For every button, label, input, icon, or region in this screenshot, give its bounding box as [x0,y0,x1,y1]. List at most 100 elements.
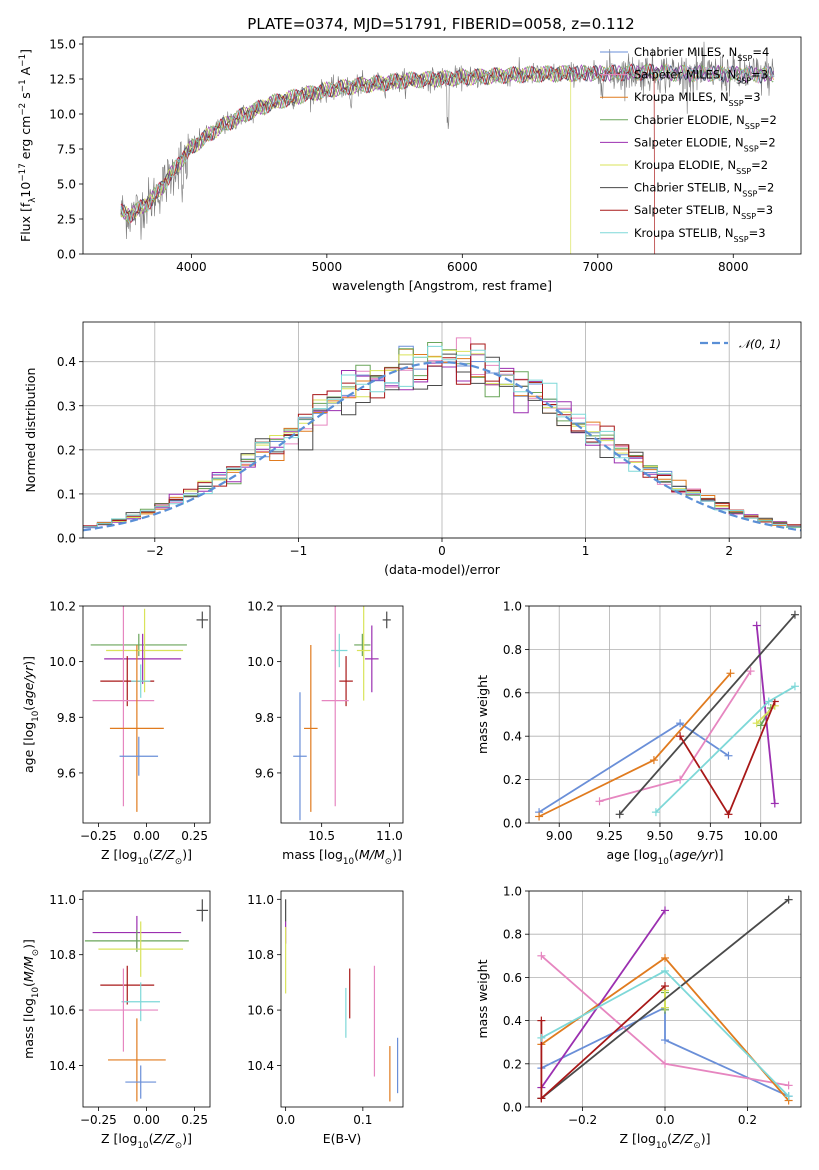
errorbar-kroupa-elodie [356,606,371,701]
x-tick-label: 0.25 [181,1113,208,1127]
errorbar-chabrier-stelib [196,611,209,629]
y-axis-label: Normed distribution [23,368,38,493]
x-tick-label: 0.2 [738,1113,757,1127]
axes-frame [280,890,404,1108]
x-tick-label: 0.1 [353,1113,372,1127]
weight-marker [661,953,669,962]
x-axis-label: Z [log10(Z/Z⊙)] [101,1131,192,1151]
weight-marker [537,1016,546,1025]
y-tick-label: 0.2 [57,443,76,457]
y-tick-label: 9.8 [57,711,76,725]
weight-marker [615,810,624,819]
errorbar-salpeter-miles [321,606,349,807]
errorbar-chabrier-stelib [382,611,391,629]
errorbar-chabrier-stelib [196,899,209,922]
age-vs-metallicity-panel: −0.25 0.00 0.25 9.6 9.8 10.0 10.2 Z [log10(Z/Z⊙… [21,600,211,867]
weight-marker [724,810,733,819]
y-tick-label: 0.2 [503,1057,522,1071]
plot-area [537,895,793,1105]
errorbar-salpeter-miles [92,606,155,807]
y-axis-label: mass [log10(M/M⊙)] [21,939,41,1059]
plot-area [535,610,799,821]
y-tick-label: 0.4 [503,730,522,744]
plot-area [83,337,801,538]
errorbar-kroupa-elodie [98,921,184,977]
y-tick-label: 10.4 [49,1059,76,1073]
x-axis-label: mass [log10(M/M⊙)] [282,847,402,867]
y-tick-label: 10.0 [247,655,274,669]
weight-marker [756,721,765,730]
y-tick-label: 1.0 [503,600,522,614]
x-tick-label: 7000 [583,260,614,274]
y-tick-label: 10.6 [247,1004,274,1018]
x-tick-label: 9.50 [647,829,674,843]
legend-entry: Kroupa MILES, NSSP=3 [634,90,761,108]
x-tick-label: 0.0 [276,1113,295,1127]
weight-marker [724,751,733,760]
y-tick-label: 2.5 [57,213,76,227]
weight-marker [651,808,660,817]
errorbar-salpeter-stelib [339,656,353,707]
weight-marker [537,951,546,960]
model-line-kroupa-stelib [120,63,774,224]
weight-marker [770,799,779,808]
errorbar-chabrier-elodie [84,929,189,952]
weight-marker [764,697,773,706]
weight-marker [790,610,799,619]
model-line-chabrier-elodie [120,63,774,222]
y-axis-label: mass weight [475,675,490,754]
y-tick-label: 7.5 [57,143,76,157]
y-tick-label: 0.1 [57,487,76,501]
y-tick-label: 15.0 [49,38,76,52]
weight-line-salpeter-stelib [540,985,666,1101]
y-tick-label: 10.2 [247,600,274,614]
y-tick-label: 10.0 [49,108,76,122]
weight-marker [661,1003,669,1012]
weight-marker [661,982,669,991]
x-tick-label: 0.25 [181,829,208,843]
x-axis-label: wavelength [Angstrom, rest frame] [332,278,552,293]
weight-marker [661,1036,669,1045]
y-tick-label: 0.4 [57,355,76,369]
y-tick-label: 10.2 [49,600,76,614]
plot-area [84,899,209,1102]
y-tick-label: 12.5 [49,73,76,87]
x-tick-label: 0.00 [133,1113,160,1127]
weight-line-salpeter-elodie [540,909,666,1089]
axes-frame [82,890,211,1108]
y-axis-label: Flux [fλ10−17 erg cm−2 s−1 A−1] [18,49,38,242]
y-axis-label: age [log10(age/yr)] [21,656,41,773]
x-tick-label: 0.00 [133,829,160,843]
axes-frame [82,605,211,824]
histogram-panel: −2 −1 0 1 2 0.0 0.1 0.2 0.3 0.4 (data-model)/error… [23,321,802,577]
y-tick-label: 0.6 [503,686,522,700]
errorbar-kroupa-stelib [131,664,151,698]
legend-entry: Chabrier STELIB, NSSP=2 [634,181,774,199]
weight-marker [784,895,793,904]
y-tick-label: 5.0 [57,178,76,192]
y-axis-label: mass weight [475,959,490,1038]
x-axis-label: age [log10(age/yr)] [606,847,723,867]
y-tick-label: 10.0 [49,655,76,669]
weight-marker [537,1094,546,1103]
y-tick-label: 0.8 [503,928,522,942]
weight-marker [537,1033,546,1042]
y-tick-label: 9.6 [255,766,274,780]
plot-area [120,41,775,254]
errorbar-kroupa-stelib [121,982,160,1022]
x-tick-label: 9.75 [697,829,724,843]
weight-marker [784,1081,793,1090]
y-tick-label: 9.8 [255,711,274,725]
weight-marker [726,669,735,678]
weight-marker [784,1092,793,1101]
age-vs-mass-panel: 10.5 11.0 9.6 9.8 10.0 10.2 mass [log10(M/M⊙)] [247,600,404,867]
weight-marker [535,812,544,821]
plot-area [293,606,391,821]
y-tick-label: 0.0 [503,1101,522,1115]
y-tick-label: 0.0 [57,532,76,546]
x-tick-label: 1 [582,544,590,558]
errorbar-chabrier-miles [125,1065,157,1099]
x-tick-label: 8000 [718,260,749,274]
x-tick-label: −0.25 [80,829,117,843]
legend-entry: Kroupa ELODIE, NSSP=2 [634,158,768,176]
